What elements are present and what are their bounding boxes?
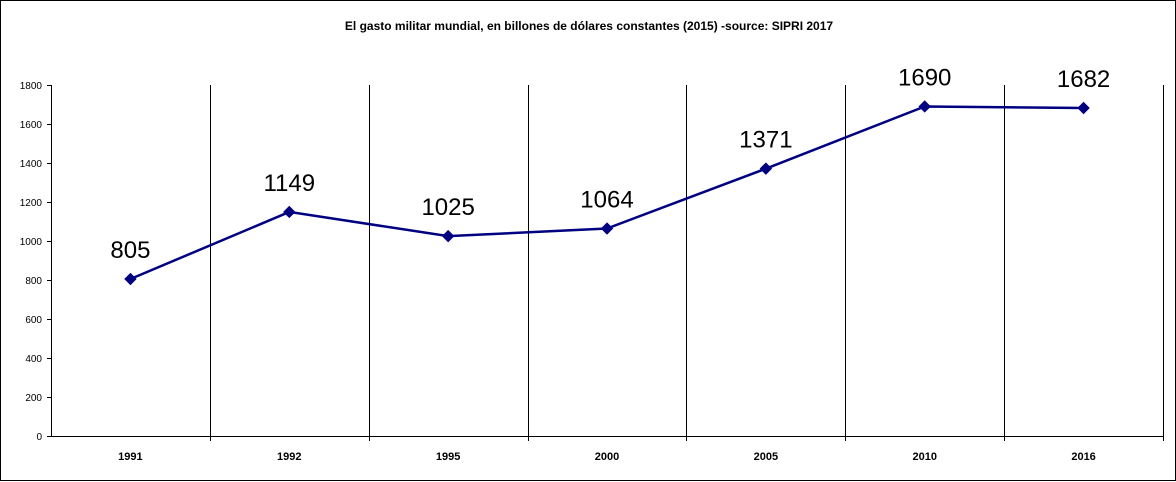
data-point-marker [918, 100, 931, 113]
data-label: 1682 [1057, 66, 1110, 93]
y-tick-label: 1400 [20, 159, 43, 170]
x-tick-label: 1995 [436, 451, 460, 463]
y-tick-label: 200 [25, 393, 42, 404]
data-point-marker [441, 229, 455, 243]
data-label: 805 [110, 237, 150, 264]
data-label: 1690 [898, 64, 951, 91]
data-labels: 805 1149 1025 1064 1371 1690 1682 [110, 64, 1110, 264]
y-tick-label: 0 [36, 432, 42, 443]
grid-lines [210, 85, 1164, 441]
y-axis-ticks: 0 200 400 600 800 1000 1200 1400 1600 1800 [20, 81, 51, 443]
data-point-marker [283, 205, 296, 219]
data-label: 1025 [421, 194, 474, 221]
y-tick-label: 1600 [20, 120, 43, 131]
x-axis-ticks: 1991 1992 1995 2000 2005 2010 2016 [118, 451, 1096, 463]
data-label: 1371 [739, 127, 792, 154]
y-tick-label: 400 [25, 354, 42, 365]
x-tick-label: 1992 [277, 451, 301, 463]
data-label: 1064 [580, 187, 633, 214]
data-point-marker [600, 222, 614, 235]
x-tick-label: 2005 [754, 451, 778, 463]
y-tick-label: 1800 [20, 81, 43, 92]
data-label: 1149 [263, 170, 315, 197]
axes [51, 85, 1163, 437]
y-tick-label: 1200 [20, 198, 43, 209]
chart-title: El gasto militar mundial, en billones de… [345, 19, 833, 33]
y-tick-label: 1000 [20, 237, 43, 248]
x-tick-label: 2010 [912, 451, 936, 463]
data-point-marker [124, 272, 137, 286]
x-tick-label: 2016 [1071, 451, 1095, 463]
data-point-marker [759, 162, 773, 175]
data-point-marker [1077, 101, 1090, 115]
x-tick-label: 1991 [118, 451, 142, 463]
y-tick-label: 800 [25, 276, 42, 287]
x-tick-label: 2000 [595, 451, 619, 463]
series-layer [124, 100, 1090, 286]
y-tick-label: 600 [25, 315, 42, 326]
